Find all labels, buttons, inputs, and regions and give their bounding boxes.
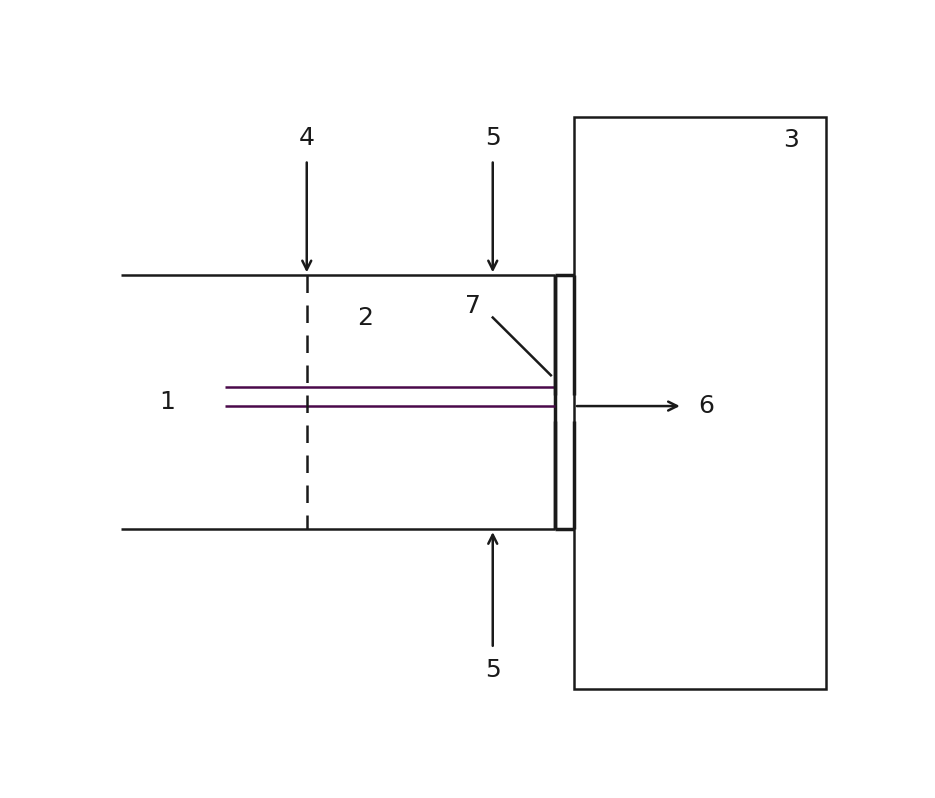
Text: 5: 5: [485, 126, 500, 151]
Text: 7: 7: [466, 294, 482, 318]
Text: 3: 3: [784, 128, 799, 152]
Text: 1: 1: [159, 390, 175, 414]
Bar: [574, 117, 826, 689]
Text: 5: 5: [485, 658, 500, 681]
Text: 4: 4: [299, 126, 315, 151]
Text: 6: 6: [698, 394, 714, 418]
Text: 2: 2: [357, 306, 373, 330]
